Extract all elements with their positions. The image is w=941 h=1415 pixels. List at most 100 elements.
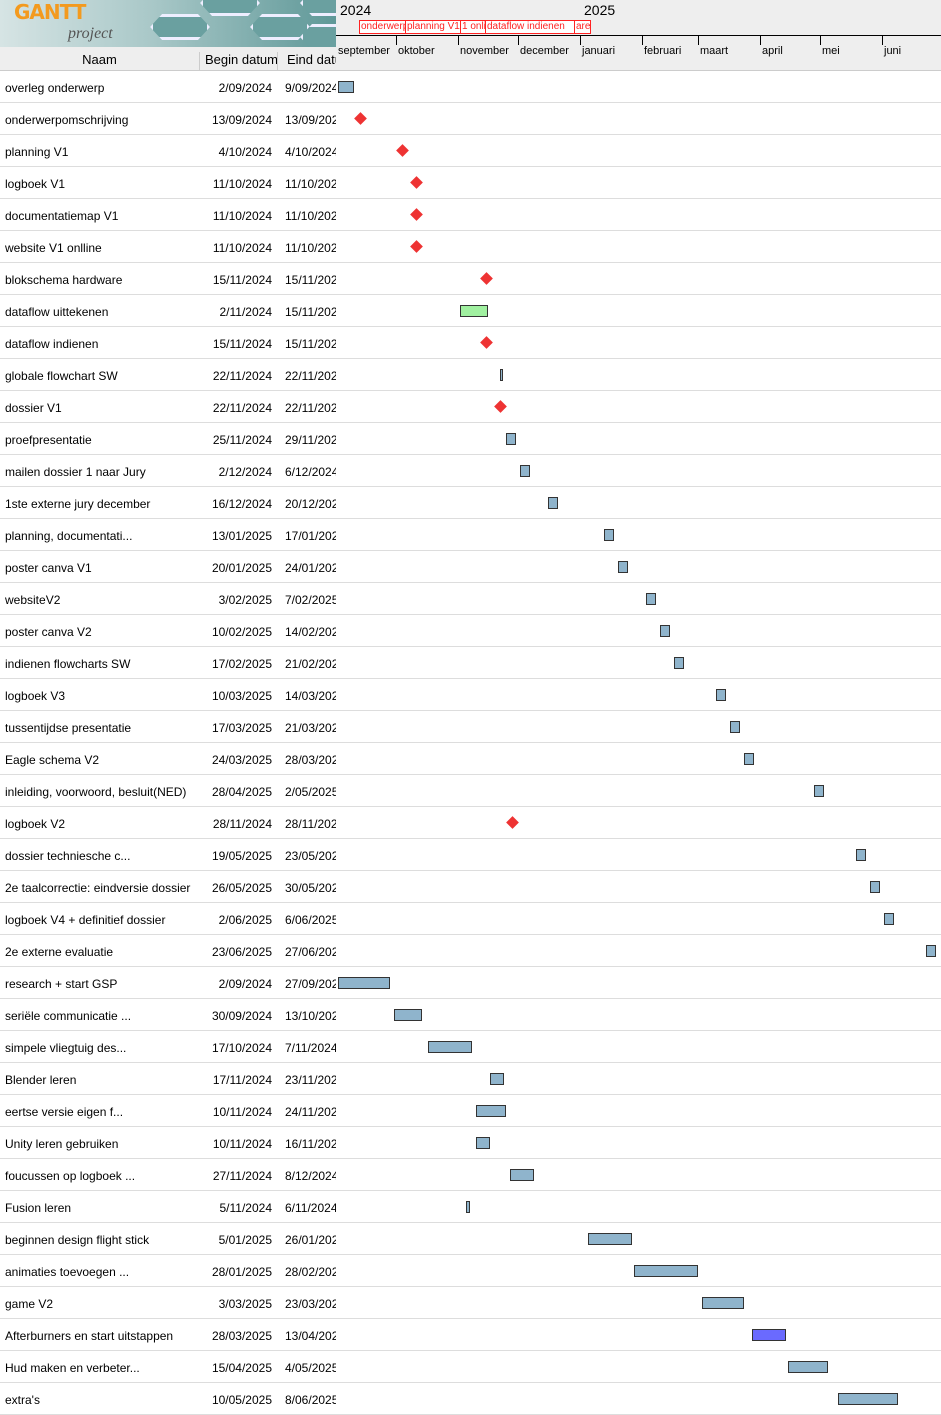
task-bar[interactable] — [428, 1041, 472, 1053]
task-begin-date[interactable]: 15/04/2025 — [211, 1361, 272, 1375]
task-row[interactable]: planning V1 4/10/2024 4/10/2024 — [0, 135, 941, 167]
task-row[interactable]: proefpresentatie 25/11/2024 29/11/2024 — [0, 423, 941, 455]
milestone-marker[interactable] — [410, 176, 423, 189]
task-name[interactable]: overleg onderwerp — [5, 81, 105, 95]
task-end-date[interactable]: 11/10/2024 — [285, 209, 336, 223]
task-end-date[interactable]: 14/03/2025 — [285, 689, 336, 703]
task-name[interactable]: dossier techniesche c... — [5, 849, 131, 863]
task-row[interactable]: 1ste externe jury december 16/12/2024 20/1… — [0, 487, 941, 519]
task-end-date[interactable]: 6/11/2024 — [285, 1201, 336, 1215]
task-begin-date[interactable]: 17/02/2025 — [211, 657, 272, 671]
task-row[interactable]: dossier V1 22/11/2024 22/11/2024 — [0, 391, 941, 423]
task-name[interactable]: dossier V1 — [5, 401, 62, 415]
task-name[interactable]: logboek V4 + definitief dossier — [5, 913, 166, 927]
task-name[interactable]: game V2 — [5, 1297, 54, 1311]
task-bar[interactable] — [618, 561, 628, 573]
task-row[interactable]: documentatiemap V1 11/10/2024 11/10/2024 — [0, 199, 941, 231]
task-bar[interactable] — [548, 497, 558, 509]
task-name[interactable]: dataflow indienen — [5, 337, 99, 351]
task-begin-date[interactable]: 26/05/2025 — [211, 881, 272, 895]
task-row[interactable]: Blender leren 17/11/2024 23/11/2024 — [0, 1063, 941, 1095]
task-bar[interactable] — [476, 1105, 506, 1117]
task-end-date[interactable]: 23/05/2025 — [285, 849, 336, 863]
task-row[interactable]: dataflow indienen 15/11/2024 15/11/2024 — [0, 327, 941, 359]
task-name[interactable]: Blender leren — [5, 1073, 77, 1087]
task-bar[interactable] — [604, 529, 614, 541]
task-row[interactable]: simpele vliegtuig des... 17/10/2024 7/11/2… — [0, 1031, 941, 1063]
task-begin-date[interactable]: 11/10/2024 — [212, 177, 272, 191]
task-end-date[interactable]: 26/01/2025 — [285, 1233, 336, 1247]
task-row[interactable]: dataflow uittekenen 2/11/2024 15/11/2024 — [0, 295, 941, 327]
task-name[interactable]: 2e taalcorrectie: eindversie dossier — [5, 881, 191, 895]
task-end-date[interactable]: 9/09/2024 — [285, 81, 336, 95]
task-row[interactable]: poster canva V1 20/01/2025 24/01/2025 — [0, 551, 941, 583]
milestone-marker[interactable] — [410, 240, 423, 253]
task-end-date[interactable]: 21/03/2025 — [285, 721, 336, 735]
task-name[interactable]: poster canva V2 — [5, 625, 92, 639]
task-row[interactable]: logboek V1 11/10/2024 11/10/2024 — [0, 167, 941, 199]
task-begin-date[interactable]: 3/03/2025 — [218, 1297, 272, 1311]
column-header-end[interactable]: Eind datum — [287, 52, 336, 67]
task-row[interactable]: websiteV2 3/02/2025 7/02/2025 — [0, 583, 941, 615]
task-bar[interactable] — [884, 913, 894, 925]
task-name[interactable]: Hud maken en verbeter... — [5, 1361, 140, 1375]
task-row[interactable]: dossier techniesche c... 19/05/2025 23/05/… — [0, 839, 941, 871]
task-end-date[interactable]: 15/11/2024 — [285, 305, 336, 319]
task-name[interactable]: logboek V3 — [5, 689, 66, 703]
task-begin-date[interactable]: 17/03/2025 — [211, 721, 272, 735]
task-end-date[interactable]: 17/01/2025 — [285, 529, 336, 543]
task-end-date[interactable]: 15/11/2024 — [285, 273, 336, 287]
task-name[interactable]: beginnen design flight stick — [5, 1233, 150, 1247]
task-end-date[interactable]: 22/11/2024 — [285, 401, 336, 415]
task-name[interactable]: animaties toevoegen ... — [5, 1265, 130, 1279]
task-begin-date[interactable]: 20/01/2025 — [211, 561, 272, 575]
task-bar[interactable] — [460, 305, 488, 317]
task-begin-date[interactable]: 13/09/2024 — [211, 113, 272, 127]
task-name[interactable]: Fusion leren — [5, 1201, 72, 1215]
task-row[interactable]: globale flowchart SW 22/11/2024 22/11/2024 — [0, 359, 941, 391]
milestone-marker[interactable] — [354, 112, 367, 125]
task-bar[interactable] — [588, 1233, 632, 1245]
task-end-date[interactable]: 2/05/2025 — [285, 785, 336, 799]
task-name[interactable]: websiteV2 — [5, 593, 61, 607]
task-end-date[interactable]: 11/10/2024 — [285, 241, 336, 255]
task-row[interactable]: seriële communicatie ... 30/09/2024 13/10/… — [0, 999, 941, 1031]
task-end-date[interactable]: 13/04/2025 — [285, 1329, 336, 1343]
task-bar[interactable] — [338, 81, 354, 93]
task-begin-date[interactable]: 27/11/2024 — [212, 1169, 272, 1183]
task-begin-date[interactable]: 2/06/2025 — [218, 913, 272, 927]
task-bar[interactable] — [490, 1073, 504, 1085]
task-end-date[interactable]: 7/02/2025 — [285, 593, 336, 607]
task-end-date[interactable]: 8/12/2024 — [285, 1169, 336, 1183]
milestone-marker[interactable] — [506, 816, 519, 829]
task-end-date[interactable]: 23/03/2025 — [285, 1297, 336, 1311]
task-row[interactable]: eertse versie eigen f... 10/11/2024 24/11/… — [0, 1095, 941, 1127]
task-begin-date[interactable]: 28/01/2025 — [211, 1265, 272, 1279]
milestone-marker[interactable] — [480, 272, 493, 285]
task-name[interactable]: globale flowchart SW — [5, 369, 118, 383]
task-bar[interactable] — [730, 721, 740, 733]
task-row[interactable]: planning, documentati... 13/01/2025 17/01/… — [0, 519, 941, 551]
task-name[interactable]: seriële communicatie ... — [5, 1009, 132, 1023]
task-bar[interactable] — [510, 1169, 534, 1181]
task-name[interactable]: logboek V2 — [5, 817, 66, 831]
task-name[interactable]: 1ste externe jury december — [5, 497, 151, 511]
task-begin-date[interactable]: 25/11/2024 — [212, 433, 272, 447]
task-begin-date[interactable]: 28/04/2025 — [211, 785, 272, 799]
task-row[interactable]: blokschema hardware 15/11/2024 15/11/2024 — [0, 263, 941, 295]
task-bar[interactable] — [646, 593, 656, 605]
task-begin-date[interactable]: 11/10/2024 — [212, 209, 272, 223]
task-begin-date[interactable]: 15/11/2024 — [212, 337, 272, 351]
task-bar[interactable] — [926, 945, 936, 957]
task-end-date[interactable]: 28/02/2025 — [285, 1265, 336, 1279]
task-name[interactable]: Afterburners en start uitstappen — [5, 1329, 174, 1343]
task-name[interactable]: website V1 onlline — [5, 241, 102, 255]
task-row[interactable]: foucussen op logboek ... 27/11/2024 8/12/2… — [0, 1159, 941, 1191]
task-end-date[interactable]: 22/11/2024 — [285, 369, 336, 383]
task-end-date[interactable]: 24/01/2025 — [285, 561, 336, 575]
task-name[interactable]: eertse versie eigen f... — [5, 1105, 124, 1119]
task-end-date[interactable]: 20/12/2024 — [285, 497, 336, 511]
task-begin-date[interactable]: 15/11/2024 — [212, 273, 272, 287]
task-name[interactable]: 2e externe evaluatie — [5, 945, 114, 959]
task-bar[interactable] — [506, 433, 516, 445]
